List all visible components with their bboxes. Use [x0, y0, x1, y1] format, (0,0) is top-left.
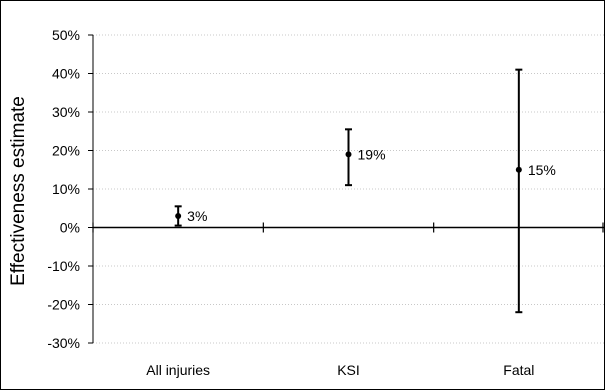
y-tick-label: -10% — [47, 258, 80, 274]
data-point — [515, 166, 522, 173]
data-label: 15% — [528, 162, 556, 178]
y-axis-title: Effectiveness estimate — [8, 96, 29, 286]
category-labels: All injuries KSI Fatal — [146, 362, 534, 378]
y-tick-label: -20% — [47, 297, 80, 313]
data-label: 3% — [187, 208, 207, 224]
y-tick-label: 20% — [52, 143, 80, 159]
category-label: Fatal — [503, 362, 534, 378]
y-tick-label: 30% — [52, 104, 80, 120]
error-bars: 3% 19% 15% — [174, 68, 556, 314]
gridlines — [93, 34, 604, 344]
data-point — [345, 151, 352, 158]
category-label: All injuries — [146, 362, 210, 378]
data-point — [175, 212, 182, 219]
y-tick-label: 0% — [60, 220, 80, 236]
y-tick-label: 40% — [52, 66, 80, 82]
category-label: KSI — [337, 362, 360, 378]
y-tick-label: 50% — [52, 27, 80, 43]
data-label: 19% — [358, 146, 386, 162]
y-tick-labels: -30% -20% -10% 0% 10% 20% 30% 40% 50% — [47, 27, 80, 351]
y-tick-label: 10% — [52, 181, 80, 197]
y-tick-label: -30% — [47, 335, 80, 351]
